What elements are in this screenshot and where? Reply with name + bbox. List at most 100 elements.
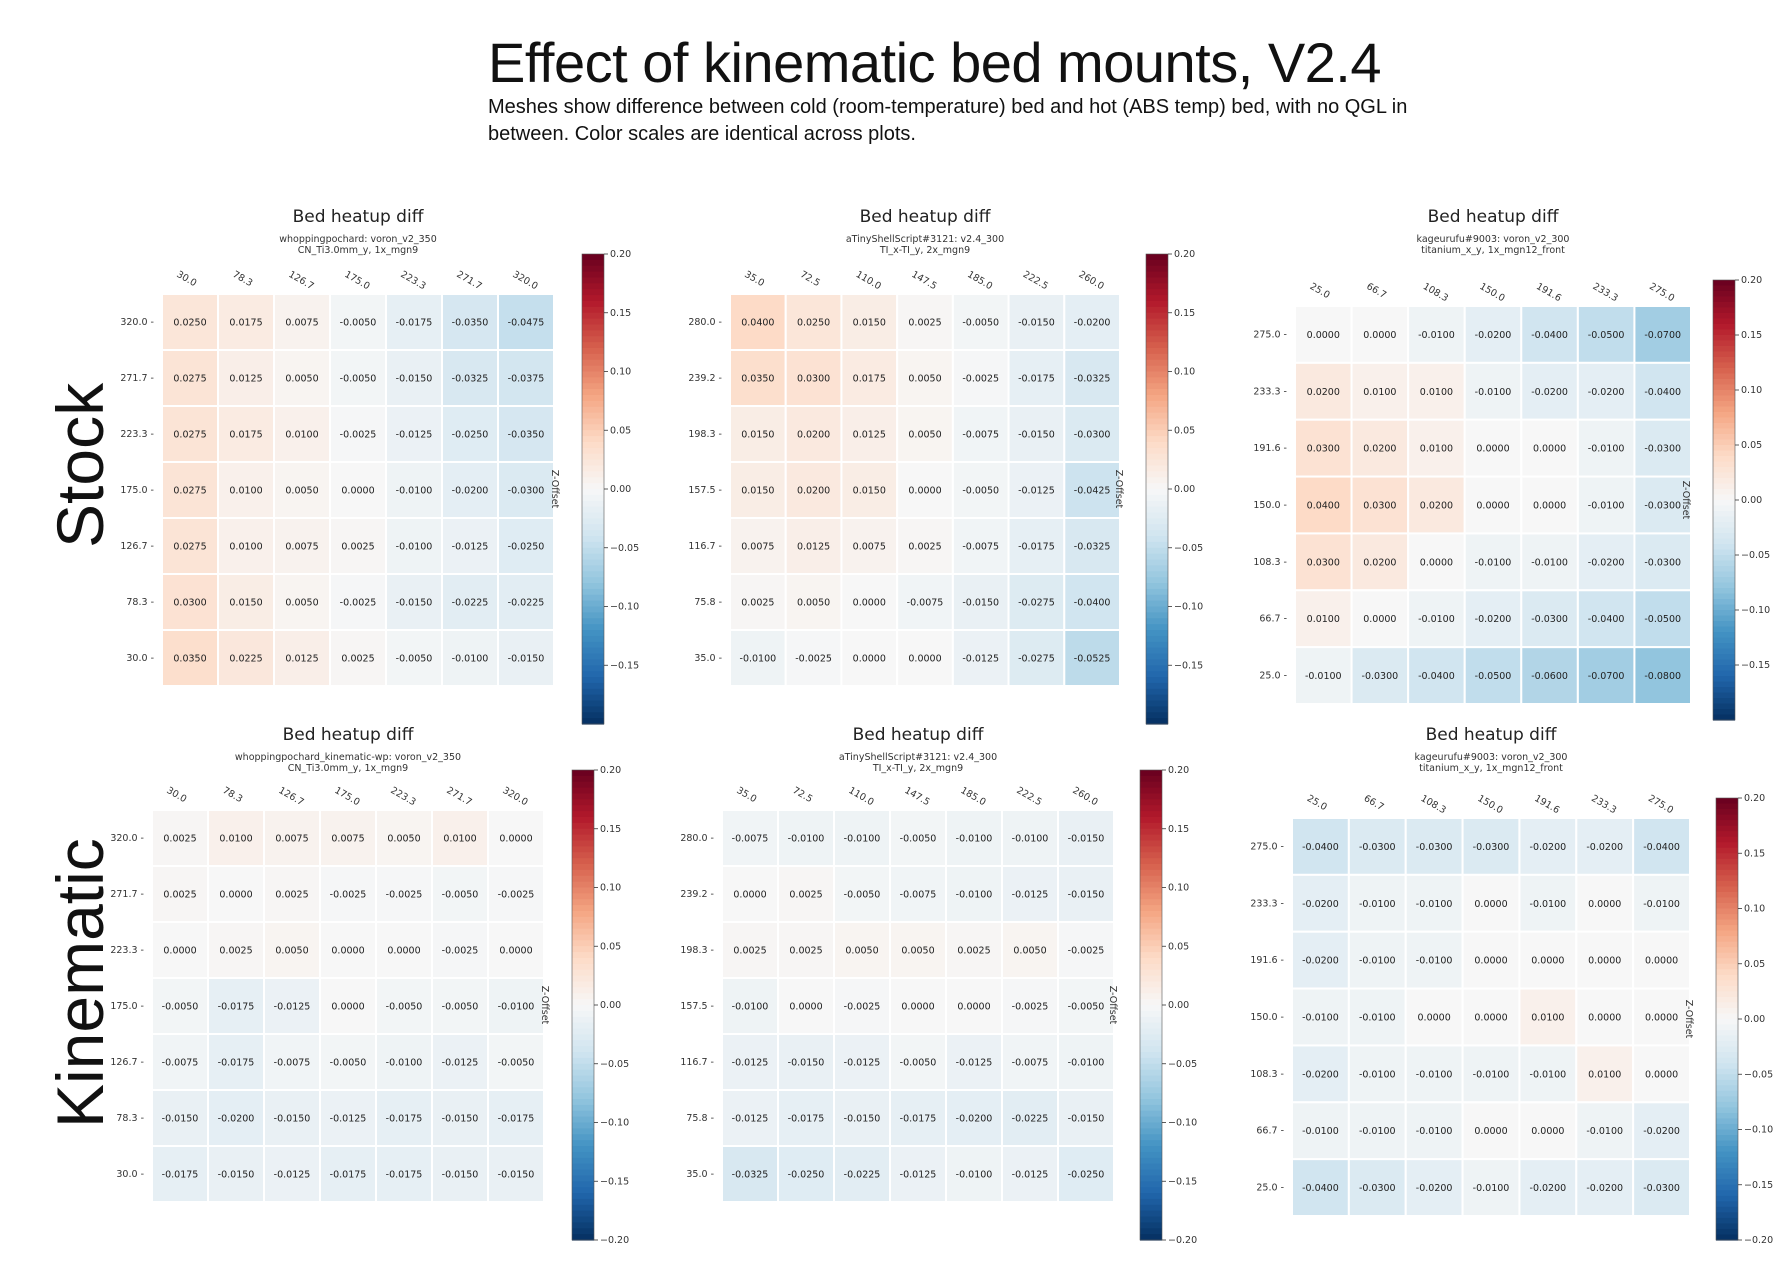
colorbar-segment (572, 840, 594, 847)
cell-value: -0.0200 (1416, 1183, 1453, 1194)
cell-value: -0.0050 (396, 654, 433, 665)
cell-value: -0.0200 (956, 1114, 993, 1125)
colorbar-segment (1146, 712, 1168, 719)
heatmap-cell (441, 405, 499, 463)
colorbar-segment (1146, 483, 1168, 490)
heatmap-cell (729, 349, 787, 407)
heatmap-cell (896, 405, 954, 463)
cell-value: 0.0050 (285, 486, 318, 497)
cell-value: -0.0150 (396, 374, 433, 385)
colorbar-segment (1716, 1184, 1738, 1191)
heatmap-cell (329, 461, 387, 519)
colorbar-segment (1146, 671, 1168, 678)
colorbar-segment (1146, 677, 1168, 684)
colorbar-segment (572, 999, 594, 1006)
heatmap-cell (1063, 461, 1122, 519)
colorbar-segment (1140, 1116, 1162, 1124)
colorbar-segment (572, 1157, 594, 1165)
cell-value: -0.0150 (1018, 430, 1055, 441)
heatmap-cell (1063, 349, 1122, 407)
colorbar-segment (582, 471, 604, 478)
colorbar-segment (582, 318, 604, 326)
cell-value: 0.0000 (1474, 1013, 1507, 1024)
colorbar-segment (1716, 1162, 1738, 1169)
cell-value: 0.0000 (733, 890, 766, 901)
colorbar-segment (1713, 544, 1735, 551)
y-tick-label: 233.3 - (1250, 898, 1284, 909)
colorbar-tick-label: −0.15 (1174, 660, 1203, 671)
heatmap-cell (385, 293, 443, 351)
colorbar-segment (1716, 1019, 1738, 1026)
cell-value: 0.0200 (1363, 444, 1396, 455)
cell-value: -0.0100 (956, 890, 993, 901)
colorbar-segment (572, 1110, 594, 1118)
colorbar-segment (1716, 1013, 1738, 1020)
colorbar-segment (1140, 981, 1162, 988)
colorbar-segment (1716, 1046, 1738, 1053)
colorbar-segment (1713, 593, 1735, 600)
x-tick-label: 260.0 (1071, 785, 1100, 808)
heatmap-cell (777, 865, 835, 923)
colorbar-tick-label: −0.05 (1174, 543, 1203, 554)
heatmap-cell (1518, 987, 1578, 1047)
cell-value: -0.0150 (962, 598, 999, 609)
colorbar-segment (1716, 847, 1738, 854)
heatmap-cell (721, 977, 779, 1035)
heatmap-cell (375, 1089, 433, 1147)
colorbar-segment (1140, 875, 1162, 883)
colorbar-segment (582, 442, 604, 449)
colorbar-segment (1716, 1140, 1738, 1147)
colorbar-segment (572, 1187, 594, 1194)
colorbar-segment (1716, 1123, 1738, 1131)
heatmap-cell (945, 809, 1003, 867)
heatmap-cell (207, 1033, 265, 1091)
colorbar-segment (582, 706, 604, 713)
colorbar-segment (572, 1228, 594, 1235)
colorbar-segment (582, 665, 604, 672)
colorbar-segment (572, 828, 594, 836)
cell-value: 0.0025 (733, 946, 766, 957)
colorbar-segment (1140, 999, 1162, 1006)
heatmap-cell (385, 461, 443, 519)
colorbar-segment (572, 1234, 594, 1241)
cell-value: 0.0150 (741, 486, 774, 497)
cell-value: -0.0400 (1531, 330, 1568, 341)
y-tick-label: 66.7 - (1256, 1126, 1284, 1137)
colorbar-segment (1140, 1010, 1162, 1018)
cell-value: 0.0050 (845, 946, 878, 957)
colorbar-segment (1140, 1063, 1162, 1071)
colorbar-segment (1716, 974, 1738, 981)
x-tick-label: 147.5 (910, 269, 939, 292)
colorbar-segment (572, 928, 594, 936)
colorbar-segment (1713, 692, 1735, 699)
cell-value: 0.0000 (1645, 956, 1678, 967)
heatmap-cell (1350, 646, 1410, 706)
y-tick-label: 275.0 - (1250, 841, 1284, 852)
cell-value: -0.0400 (1302, 842, 1339, 853)
cell-value: 0.0075 (331, 834, 364, 845)
heatmap-cell (441, 517, 499, 575)
colorbar-segment (582, 342, 604, 349)
colorbar-segment (1146, 306, 1168, 314)
cell-value: -0.0200 (218, 1114, 255, 1125)
cell-value: -0.0175 (162, 1170, 199, 1181)
colorbar-segment (572, 1104, 594, 1112)
colorbar-segment (1140, 1104, 1162, 1112)
heatmap-cell (431, 865, 489, 923)
colorbar-segment (1713, 456, 1735, 463)
cell-value: -0.0025 (330, 890, 367, 901)
x-tick-label: 66.7 (1362, 793, 1386, 813)
colorbar-segment (1140, 1069, 1162, 1077)
cell-value: -0.0200 (1586, 842, 1623, 853)
cell-value: -0.0100 (1416, 899, 1453, 910)
cell-value: -0.0200 (1302, 899, 1339, 910)
colorbar-segment (572, 881, 594, 889)
colorbar-segment (582, 277, 604, 284)
colorbar-segment (572, 1134, 594, 1141)
colorbar-segment (1146, 647, 1168, 655)
heatmap-cell (217, 293, 275, 351)
colorbar-segment (1146, 577, 1168, 584)
colorbar-segment (1146, 471, 1168, 478)
colorbar-segment (1140, 781, 1162, 789)
colorbar-segment (572, 1146, 594, 1153)
